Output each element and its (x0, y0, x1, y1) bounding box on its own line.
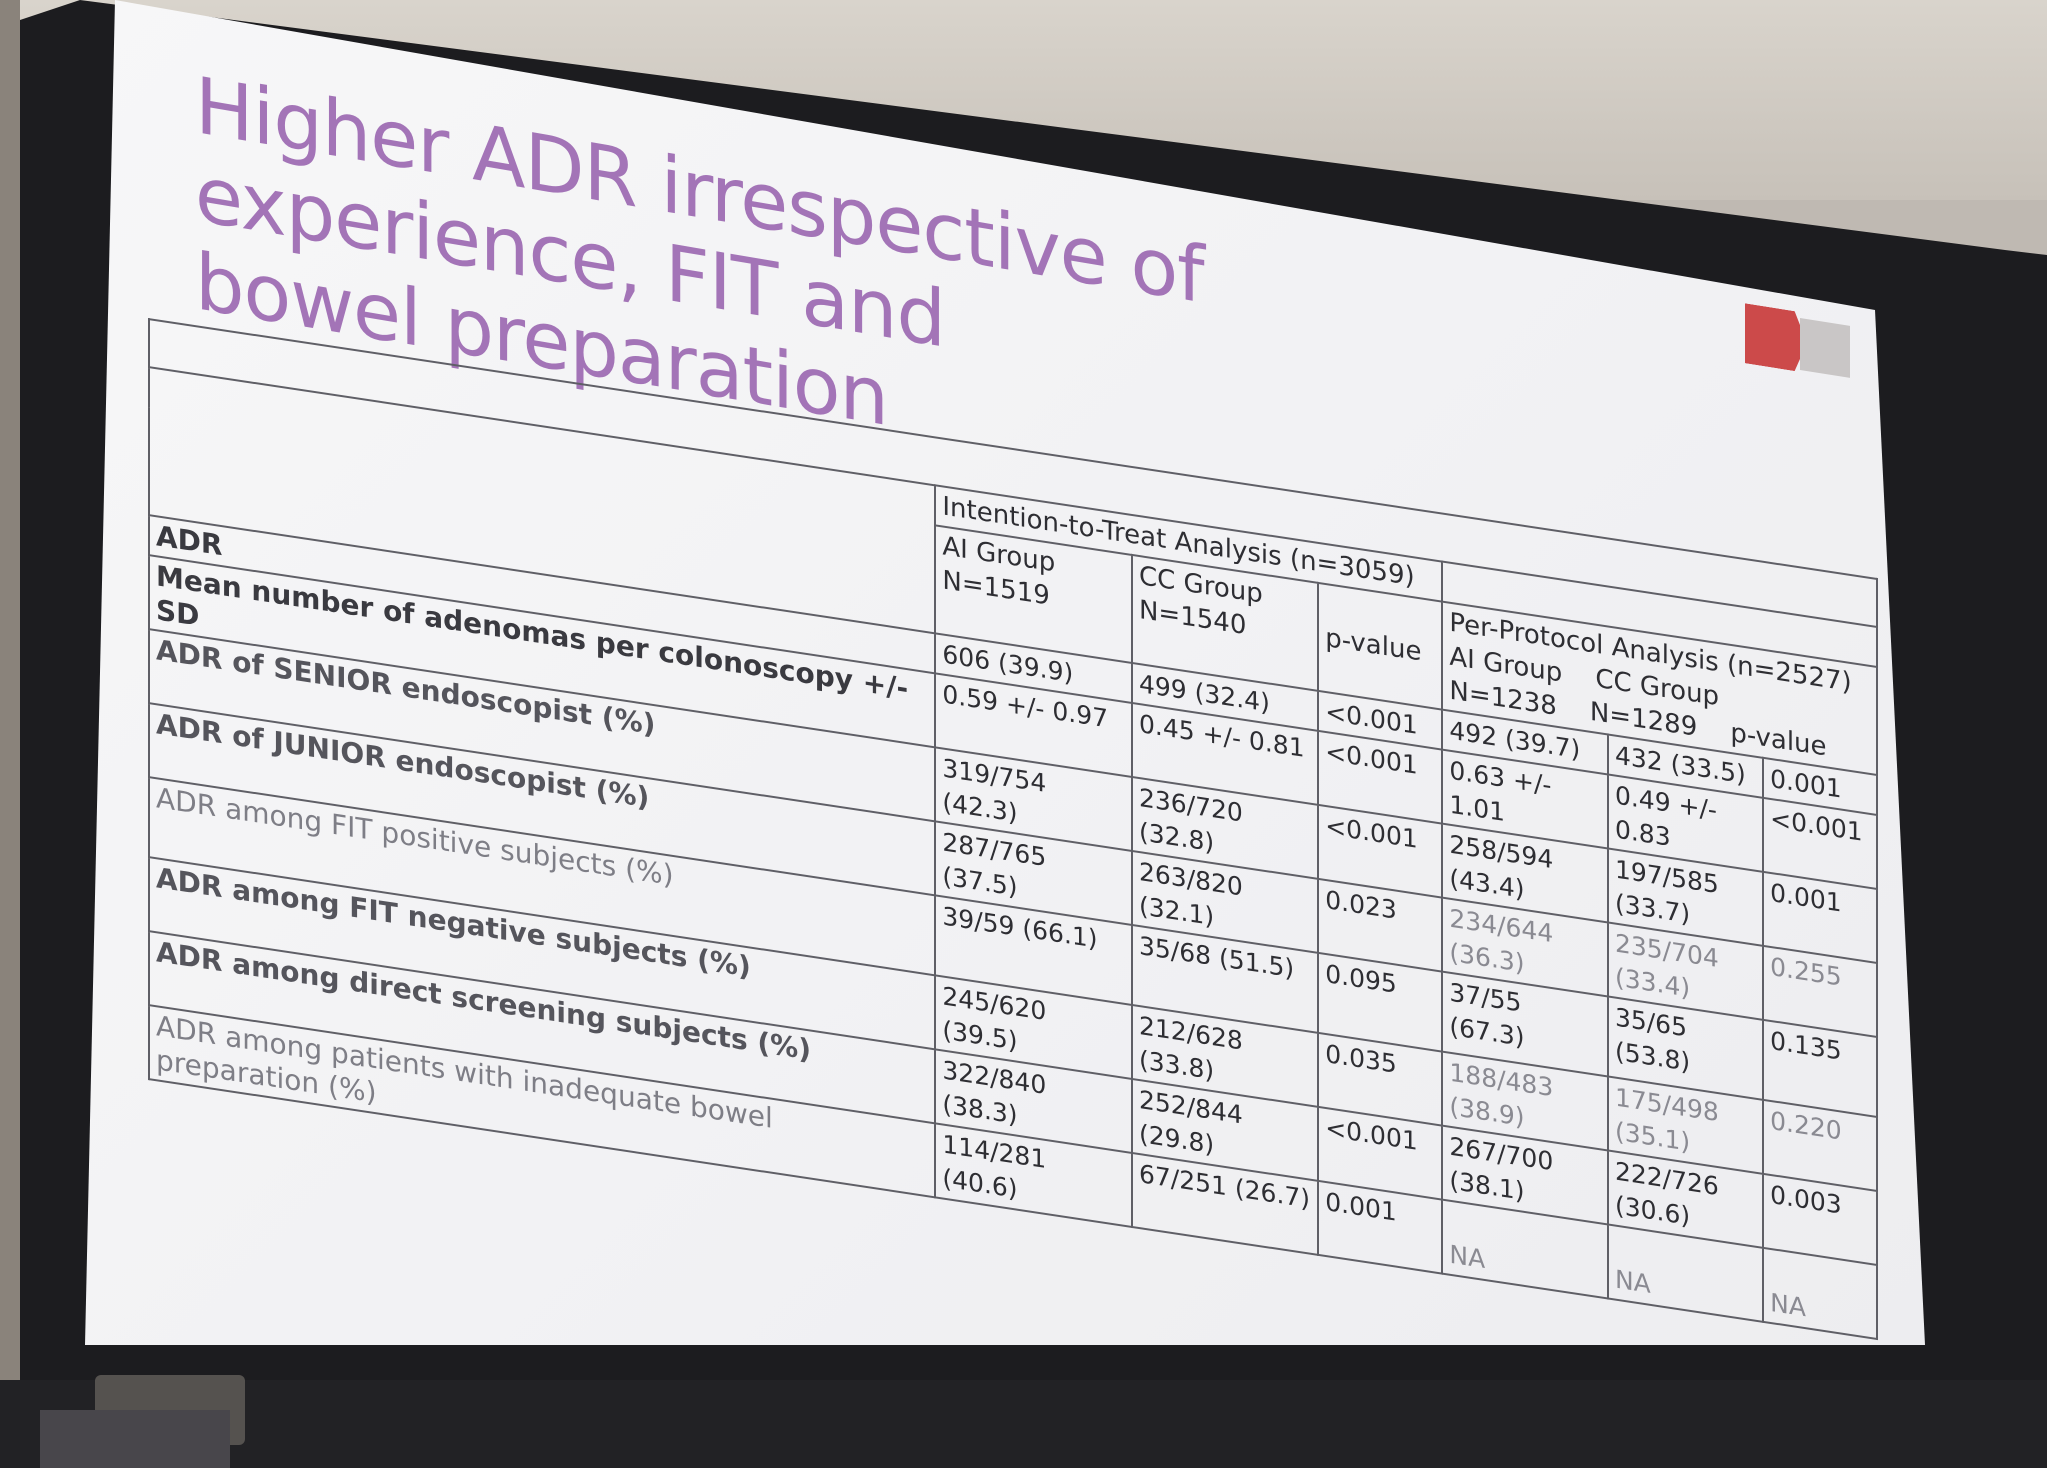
stage-equipment-base (40, 1410, 230, 1468)
logo-red-shape (1745, 303, 1807, 373)
floor (0, 1380, 2047, 1468)
itt-p-header: p-value (1318, 582, 1443, 710)
wall (0, 0, 20, 1468)
pp-p-value: NA (1763, 1247, 1877, 1339)
logo-crest (1800, 318, 1850, 378)
